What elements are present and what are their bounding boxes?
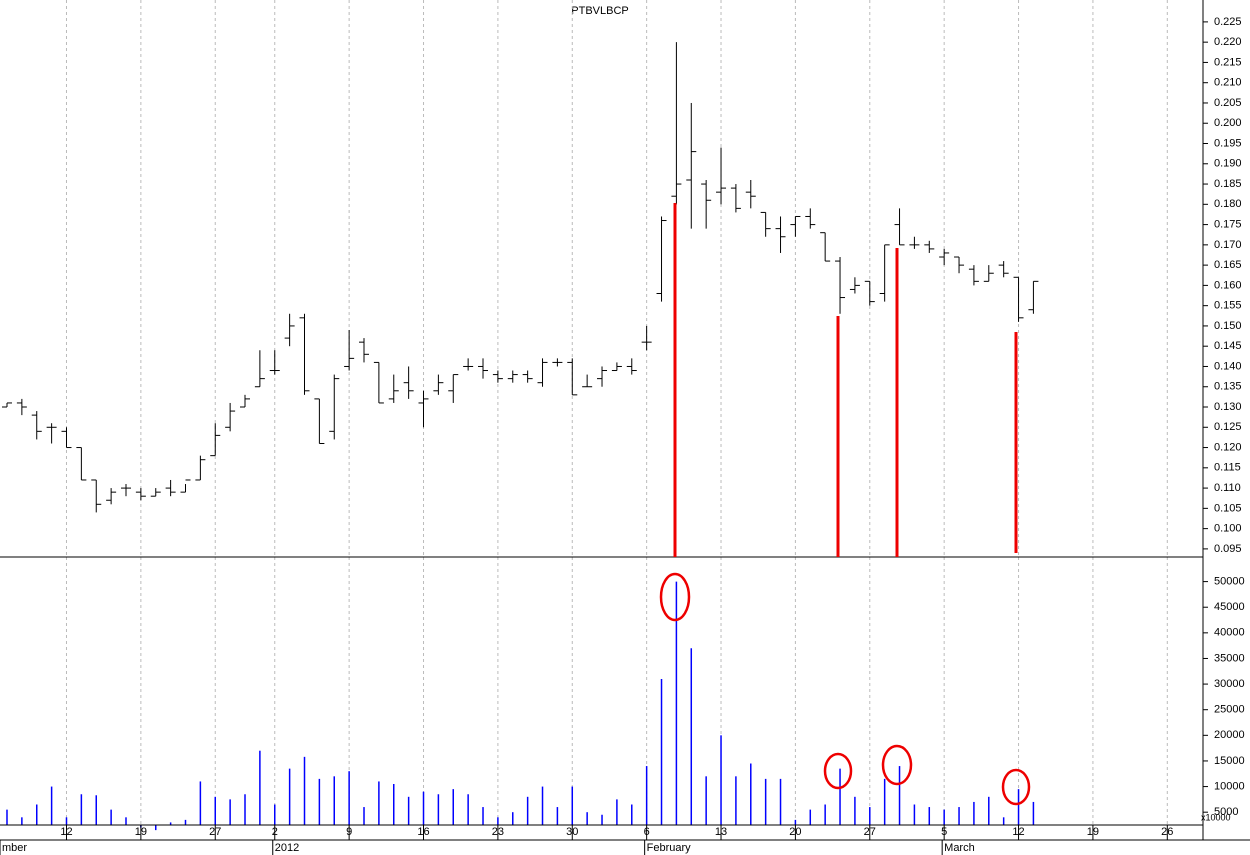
y-tick-label: 20000 xyxy=(1214,729,1245,741)
highlight-circle xyxy=(823,752,853,790)
y-tick-label: 0.130 xyxy=(1214,401,1242,413)
y-tick-label: 0.175 xyxy=(1214,218,1242,230)
y-tick-label: 50000 xyxy=(1214,576,1245,588)
y-tick-label: 40000 xyxy=(1214,627,1245,639)
y-tick-label: 0.155 xyxy=(1214,300,1242,312)
y-tick-label: 0.125 xyxy=(1214,421,1242,433)
x-month-label: March xyxy=(944,842,975,854)
x-tick-label: 27 xyxy=(864,826,876,838)
x-tick-label: 16 xyxy=(417,826,429,838)
y-tick-label: 25000 xyxy=(1214,704,1245,716)
y-tick-label: 0.105 xyxy=(1214,502,1242,514)
y-tick-label: 0.170 xyxy=(1214,239,1242,251)
x-tick-label: 13 xyxy=(715,826,727,838)
y-tick-label: 0.200 xyxy=(1214,117,1242,129)
y-tick-label: 0.220 xyxy=(1214,36,1242,48)
y-tick-label: 0.180 xyxy=(1214,198,1242,210)
y-tick-label: 0.135 xyxy=(1214,381,1242,393)
x-tick-label: 12 xyxy=(1012,826,1024,838)
highlight-circle xyxy=(1001,768,1031,806)
chart-title: PTBVLBCP xyxy=(571,5,628,17)
y-tick-label: 35000 xyxy=(1214,652,1245,664)
y-tick-label: 0.095 xyxy=(1214,543,1242,555)
y-tick-label: 0.195 xyxy=(1214,137,1242,149)
x-tick-label: 6 xyxy=(644,826,650,838)
y-tick-label: 0.205 xyxy=(1214,97,1242,109)
y-tick-label: 0.215 xyxy=(1214,56,1242,68)
x-month-label: 2012 xyxy=(275,842,299,854)
y-tick-label: 0.110 xyxy=(1214,482,1241,494)
highlight-circle xyxy=(881,744,913,786)
x-tick-label: 19 xyxy=(135,826,147,838)
x-tick-label: 26 xyxy=(1161,826,1173,838)
y-tick-label: 0.210 xyxy=(1214,77,1242,89)
x-tick-label: 12 xyxy=(60,826,72,838)
x-tick-label: 23 xyxy=(492,826,504,838)
highlight-circle xyxy=(659,572,691,622)
y-tick-label: 0.185 xyxy=(1214,178,1242,190)
y-tick-label: 10000 xyxy=(1214,780,1245,792)
x-tick-label: 19 xyxy=(1087,826,1099,838)
annotations xyxy=(659,572,1031,806)
y-tick-label: 0.145 xyxy=(1214,340,1242,352)
x-month-label: mber xyxy=(2,842,27,854)
y-tick-label: 15000 xyxy=(1214,755,1245,767)
y-tick-label: 0.150 xyxy=(1214,320,1242,332)
x-tick-label: 5 xyxy=(941,826,947,838)
x-month-label: February xyxy=(647,842,692,854)
y-tick-label: 0.165 xyxy=(1214,259,1242,271)
y-tick-label: 0.190 xyxy=(1214,158,1242,170)
volume-unit: x10000 xyxy=(1201,812,1231,822)
x-tick-label: 20 xyxy=(789,826,801,838)
y-tick-label: 0.160 xyxy=(1214,279,1242,291)
y-tick-label: 0.100 xyxy=(1214,523,1242,535)
y-tick-label: 30000 xyxy=(1214,678,1245,690)
x-tick-label: 27 xyxy=(209,826,221,838)
x-tick-label: 9 xyxy=(346,826,352,838)
annotations xyxy=(673,203,1018,557)
y-tick-label: 0.225 xyxy=(1214,16,1242,28)
y-tick-label: 0.120 xyxy=(1214,441,1242,453)
y-tick-label: 5000 xyxy=(1214,806,1238,818)
y-tick-label: 0.115 xyxy=(1214,462,1241,474)
y-tick-label: 0.140 xyxy=(1214,360,1242,372)
y-tick-label: 45000 xyxy=(1214,601,1245,613)
x-tick-label: 30 xyxy=(566,826,578,838)
x-tick-label: 2 xyxy=(272,826,278,838)
